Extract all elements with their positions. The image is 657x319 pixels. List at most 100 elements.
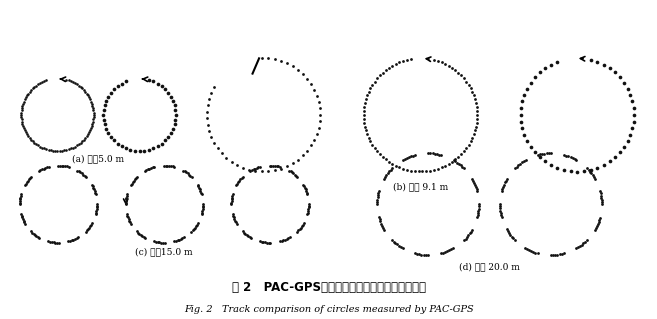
Point bbox=[179, 235, 189, 240]
Point bbox=[84, 95, 95, 100]
Point bbox=[397, 246, 408, 251]
Point bbox=[116, 81, 127, 86]
Point bbox=[298, 153, 308, 158]
Point bbox=[417, 169, 428, 174]
Point bbox=[384, 159, 394, 164]
Point bbox=[541, 151, 552, 156]
Point bbox=[569, 157, 579, 162]
Point bbox=[604, 66, 615, 71]
Point bbox=[124, 218, 135, 223]
Point bbox=[495, 204, 505, 209]
Point bbox=[593, 221, 603, 226]
Point bbox=[174, 237, 185, 242]
Point bbox=[25, 175, 35, 181]
Point bbox=[472, 189, 482, 194]
Point bbox=[16, 211, 26, 217]
Point bbox=[112, 141, 123, 146]
Point bbox=[269, 168, 280, 173]
Point bbox=[55, 163, 65, 168]
Point bbox=[35, 81, 45, 86]
Point bbox=[405, 56, 416, 62]
Point bbox=[365, 86, 376, 91]
Point bbox=[50, 240, 60, 245]
Point bbox=[198, 201, 208, 206]
Point bbox=[139, 148, 150, 153]
Point bbox=[387, 161, 397, 167]
Point bbox=[303, 206, 313, 211]
Point bbox=[43, 239, 54, 244]
Point bbox=[361, 97, 371, 102]
Point bbox=[38, 166, 49, 171]
Point bbox=[298, 222, 308, 227]
Point bbox=[581, 238, 592, 243]
Point bbox=[68, 237, 79, 242]
Point bbox=[416, 252, 426, 257]
Point bbox=[193, 182, 203, 187]
Point bbox=[614, 150, 625, 155]
Point bbox=[438, 250, 449, 255]
Point bbox=[87, 121, 98, 126]
Point bbox=[590, 176, 600, 182]
Point bbox=[87, 183, 98, 189]
Point bbox=[238, 230, 249, 235]
Point bbox=[359, 108, 369, 114]
Point bbox=[376, 221, 386, 226]
Point bbox=[530, 75, 540, 80]
Point bbox=[81, 134, 92, 139]
Point bbox=[511, 164, 522, 169]
Point bbox=[120, 202, 131, 207]
Point bbox=[268, 163, 279, 168]
Point bbox=[309, 87, 320, 93]
Point bbox=[373, 193, 383, 198]
Point bbox=[265, 240, 276, 245]
Point bbox=[552, 59, 562, 64]
Point bbox=[465, 139, 476, 144]
Point bbox=[468, 178, 478, 183]
Point bbox=[23, 91, 34, 96]
Point bbox=[530, 250, 541, 255]
Point bbox=[77, 139, 87, 144]
Point bbox=[244, 167, 254, 172]
Point bbox=[228, 213, 238, 218]
Point bbox=[187, 174, 197, 180]
Point bbox=[195, 188, 206, 193]
Point bbox=[125, 221, 136, 226]
Point bbox=[235, 177, 246, 182]
Point bbox=[443, 63, 454, 68]
Point bbox=[83, 226, 93, 232]
Point bbox=[448, 246, 459, 251]
Point bbox=[282, 164, 292, 169]
Point bbox=[302, 210, 313, 215]
Point bbox=[315, 112, 325, 117]
Point bbox=[134, 148, 145, 153]
Point bbox=[597, 202, 607, 207]
Point bbox=[576, 242, 587, 247]
Point bbox=[622, 86, 633, 91]
Point bbox=[55, 148, 65, 153]
Point bbox=[116, 144, 127, 149]
Point bbox=[596, 195, 606, 200]
Point bbox=[394, 243, 404, 248]
Point bbox=[149, 164, 160, 169]
Point bbox=[434, 152, 444, 157]
Point bbox=[237, 229, 248, 234]
Point bbox=[629, 112, 639, 117]
Text: (b) 半径 9.1 m: (b) 半径 9.1 m bbox=[393, 182, 448, 191]
Point bbox=[556, 251, 567, 256]
Point bbox=[39, 146, 49, 151]
Point bbox=[33, 234, 43, 239]
Point bbox=[535, 152, 545, 157]
Point bbox=[127, 180, 138, 185]
Point bbox=[517, 126, 528, 131]
Point bbox=[31, 142, 41, 147]
Point bbox=[66, 79, 76, 84]
Point bbox=[390, 163, 401, 168]
Point bbox=[468, 132, 479, 137]
Point bbox=[229, 217, 240, 222]
Point bbox=[148, 146, 159, 151]
Point bbox=[495, 210, 506, 215]
Point bbox=[32, 233, 42, 238]
Point bbox=[407, 153, 418, 158]
Point bbox=[71, 236, 81, 241]
Point bbox=[141, 167, 152, 173]
